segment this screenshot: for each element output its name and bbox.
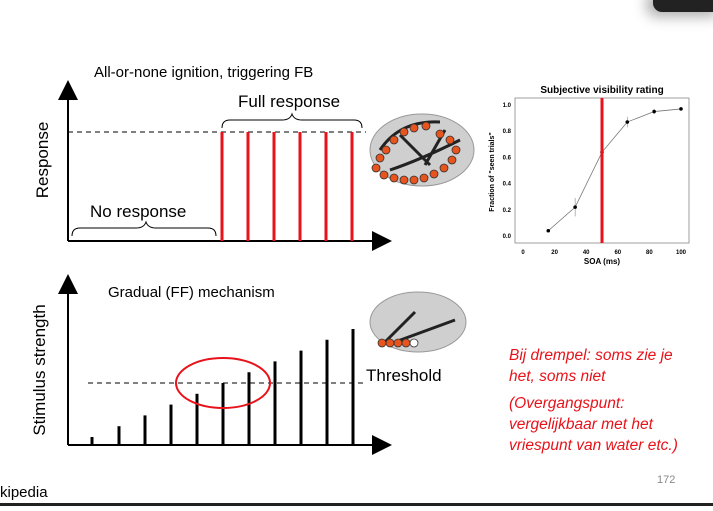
y-tick-label: 0.2	[503, 208, 512, 214]
window-corner	[653, 0, 713, 12]
full-response-label: Full response	[238, 92, 341, 111]
bottom-diagram	[58, 274, 392, 455]
x-tick-label: 40	[583, 250, 590, 256]
series-line	[548, 108, 682, 232]
brain-node	[401, 338, 411, 348]
brain-node	[389, 135, 399, 145]
brain-node	[385, 338, 395, 348]
brain-node	[439, 163, 449, 173]
brain-node	[435, 129, 445, 139]
x-tick-label: 20	[551, 250, 558, 256]
top-diagram	[58, 80, 392, 251]
data-point	[573, 205, 577, 209]
brain-node	[399, 175, 409, 185]
note-line: vriespunt van water etc.)	[509, 437, 678, 454]
note-line: vergelijkbaar met het	[509, 416, 653, 433]
page-number: 172	[657, 474, 676, 486]
y-tick-label: 0.8	[503, 129, 512, 135]
x-axis-label: SOA (ms)	[584, 257, 620, 266]
y-tick-label: 0.4	[503, 182, 512, 188]
brain-node	[429, 169, 439, 179]
brain-node	[389, 173, 399, 183]
footer-source: kipedia	[0, 484, 48, 501]
top-diagram-title: All-or-none ignition, triggering FB	[94, 64, 314, 81]
footer-rule	[0, 503, 713, 506]
note-line: het, soms niet	[509, 368, 606, 385]
chart-title: Subjective visibility rating	[540, 85, 663, 96]
y-tick-label: 0.6	[503, 155, 512, 161]
x-tick-label: 80	[646, 250, 653, 256]
brain-node	[451, 145, 461, 155]
brain-node	[445, 135, 455, 145]
no-response-brace	[71, 220, 217, 237]
bottom-diagram-title: Gradual (FF) mechanism	[108, 284, 275, 301]
brain-node	[409, 123, 419, 133]
brain-image-feedforward	[369, 291, 467, 353]
data-point	[679, 107, 683, 111]
full-response-brace	[221, 112, 363, 129]
y-axis-label: Fraction of "seen trials"	[489, 132, 496, 211]
x-tick-label: 100	[676, 250, 687, 256]
brain-node	[375, 153, 385, 163]
visibility-chart: Subjective visibility rating 0 20 40 60 80 100…	[489, 85, 690, 266]
brain-node	[447, 155, 457, 165]
data-point	[625, 120, 630, 124]
stimulus-strength-axis-label: Stimulus strength	[30, 304, 49, 436]
threshold-highlight-ellipse	[175, 357, 271, 409]
threshold-label: Threshold	[366, 366, 442, 385]
note-line: Bij drempel: soms zie je	[509, 347, 673, 364]
y-tick-label: 0.0	[503, 234, 512, 240]
y-tick-label: 1.0	[503, 103, 512, 109]
brain-node	[393, 338, 403, 348]
x-tick-label: 0	[521, 250, 525, 256]
note-line: (Overgangspunt:	[509, 395, 625, 412]
brain-node	[409, 338, 419, 348]
brain-node	[377, 338, 387, 348]
brain-node	[409, 175, 419, 185]
brain-node	[419, 173, 429, 183]
response-axis-label: Response	[33, 121, 52, 199]
brain-node	[381, 145, 391, 155]
brain-node	[399, 127, 409, 137]
data-point	[546, 228, 551, 233]
brain-node	[379, 170, 389, 180]
data-point	[652, 109, 656, 114]
x-tick-label: 60	[614, 250, 621, 256]
brain-node	[371, 163, 381, 173]
brain-image-ignition	[369, 113, 475, 187]
brain-node	[421, 121, 431, 131]
no-response-label: No response	[90, 202, 187, 221]
